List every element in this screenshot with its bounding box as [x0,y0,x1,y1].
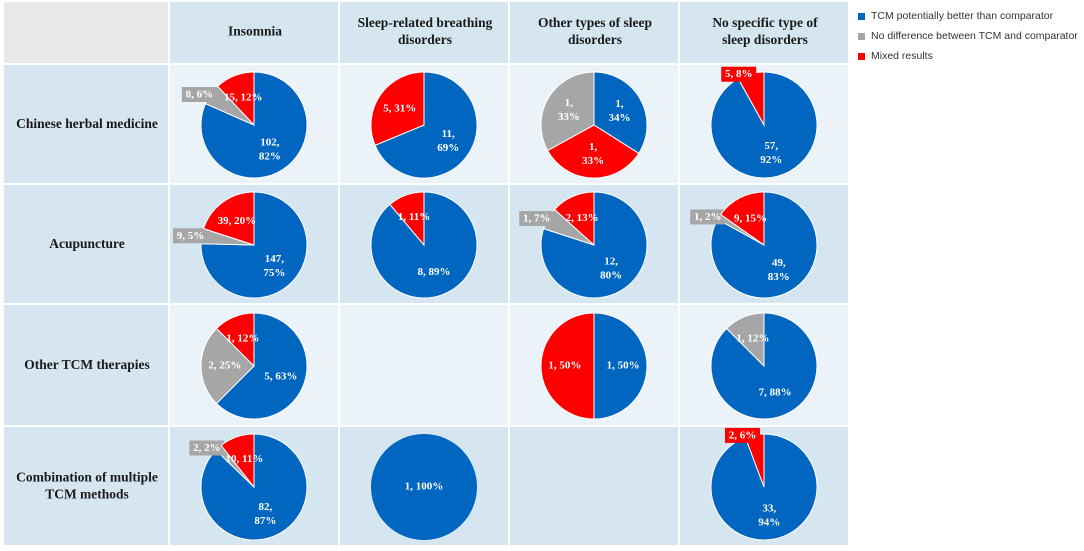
data-label-r0-c0-no_diff-bg [181,87,217,103]
legend-label-mixed: Mixed results [871,50,933,62]
data-label-r1-c2-no_diff: 1, 7% [523,213,551,225]
pie-slice-r2-c0-mixed [215,312,255,368]
pie-slice-r1-c1-mixed [389,191,425,247]
data-label-r2-c3-no_diff: 1, 12% [736,333,769,345]
column-header-cell-no-specific-type-of-sleep-disorders [680,2,848,63]
data-label-r0-c0-no_diff: 8, 6% [186,89,214,101]
data-label-r0-c2-mixed: 1, 33% [582,141,604,167]
legend-item-mixed: Mixed results [858,46,1080,66]
data-label-r3-c0-mixed: 10, 11% [225,453,263,465]
pie-slice-r2-c3-no_diff [725,312,765,368]
data-label-r0-c3-better: 57, 92% [760,140,782,166]
legend-label-better: TCM potentially better than comparator [871,10,1054,22]
data-label-r0-c2-no_diff: 1, 33% [558,97,580,123]
data-label-r1-c0-no_diff: 9, 5% [177,230,205,242]
data-label-r0-c1-better: 11, 69% [437,128,459,154]
data-label-r2-c2-better: 1, 50% [607,360,640,372]
pie-slice-r2-c0-better [215,312,308,420]
data-label-r3-c3-mixed: 2, 6% [729,429,757,441]
row-header-acupuncture: Acupuncture [49,236,125,251]
pie-slice-r1-c3-mixed [719,191,765,246]
corner-cell [4,2,168,63]
legend-swatch-no-difference [858,32,865,40]
data-label-r2-c0-better: 5, 63% [264,371,297,383]
legend-swatch-better [858,12,865,20]
data-label-r3-c1-better: 1, 100% [405,481,444,493]
legend-swatch-mixed [858,52,865,60]
row-header-cell-other-tcm-therapies [4,305,168,425]
data-label-r0-c1-mixed: 5, 31% [383,102,416,114]
column-header-cell-sleep-related-breathing-disorders [340,2,508,63]
pie-slice-r0-c1-mixed [370,71,425,146]
grid-cell-r2-c1 [340,305,508,425]
row-header-chinese-herbal-medicine: Chinese herbal medicine [16,116,158,131]
data-label-r3-c0-no_diff-bg [189,440,225,456]
data-label-r1-c0-mixed: 39, 20% [218,215,257,227]
pie-slice-r2-c0-no_diff [200,327,255,405]
data-label-r1-c3-no_diff: 1, 2% [694,211,722,223]
data-label-r0-c3-mixed: 5, 8% [725,68,753,80]
data-label-r1-c2-mixed: 2, 13% [566,212,599,224]
data-label-r1-c3-better: 49, 83% [768,257,790,283]
pie-slice-r1-c0-mixed [202,191,255,246]
data-label-r1-c0-better: 147, 75% [263,252,285,278]
pie-slice-r1-c2-mixed [553,191,595,247]
legend-item-better: TCM potentially better than comparator [858,6,1080,26]
data-label-r2-c2-mixed: 1, 50% [548,360,581,372]
pie-slice-r0-c2-no_diff [540,71,595,152]
column-header-sleep-related-breathing-disorders: Sleep-related breathing disorders [358,15,493,47]
data-label-r1-c3-no_diff-bg [690,209,726,225]
pie-slice-r1-c2-better [540,191,648,299]
pie-slice-r2-c2-mixed [540,312,595,420]
legend-item-no-difference: No difference between TCM and comparator [858,26,1080,46]
row-header-other-tcm-therapies: Other TCM therapies [24,357,150,372]
data-label-r0-c3-mixed-bg [721,66,757,82]
column-header-other-types-of-sleep-disorders: Other types of sleep disorders [538,15,652,47]
data-label-r3-c0-better: 82, 87% [254,500,276,526]
data-label-r1-c3-mixed: 9, 15% [734,213,767,225]
data-label-r1-c2-better: 12, 80% [600,255,622,281]
data-label-r2-c0-mixed: 1, 12% [226,333,259,345]
pie-slice-r3-c0-mixed [220,433,255,489]
row-header-combination-of-multiple-tcm-methods: Combination of multiple TCM methods [16,470,158,502]
legend-label-no-difference: No difference between TCM and comparator [871,30,1078,42]
data-label-r0-c0-mixed: 15, 12% [224,91,263,103]
data-label-r0-c2-better: 1, 34% [609,97,631,123]
data-label-r1-c0-no_diff-bg [173,228,209,244]
data-label-r1-c1-better: 8, 89% [417,266,450,278]
column-header-cell-other-types-of-sleep-disorders [510,2,678,63]
column-header-cell-insomnia [170,2,338,63]
legend: TCM potentially better than comparator N… [858,6,1080,66]
row-header-cell-combination-of-multiple-tcm-methods [4,427,168,545]
row-header-cell-chinese-herbal-medicine [4,65,168,183]
grid-cell-r3-c2 [510,427,678,545]
data-label-r0-c0-better: 102, 82% [259,136,281,162]
pie-slice-r0-c0-mixed [217,71,255,127]
row-header-cell-acupuncture [4,185,168,303]
pie-slice-r3-c1-better [371,434,477,540]
data-label-r2-c0-no_diff: 2, 25% [208,360,241,372]
pie-slice-r0-c1-better [374,71,478,179]
data-label-r3-c3-better: 33, 94% [758,502,780,528]
data-label-r1-c2-no_diff-bg [519,211,555,227]
column-header-no-specific-type-of-sleep-disorders: No specific type of sleep disorders [712,15,818,47]
data-label-r1-c1-mixed: 1, 11% [398,211,430,223]
data-label-r3-c0-no_diff: 2, 2% [193,442,221,454]
data-label-r2-c3-better: 7, 88% [759,386,792,398]
pie-slice-r2-c2-better [593,312,648,420]
data-label-r3-c3-mixed-bg [724,427,760,443]
column-header-insomnia: Insomnia [228,24,282,39]
